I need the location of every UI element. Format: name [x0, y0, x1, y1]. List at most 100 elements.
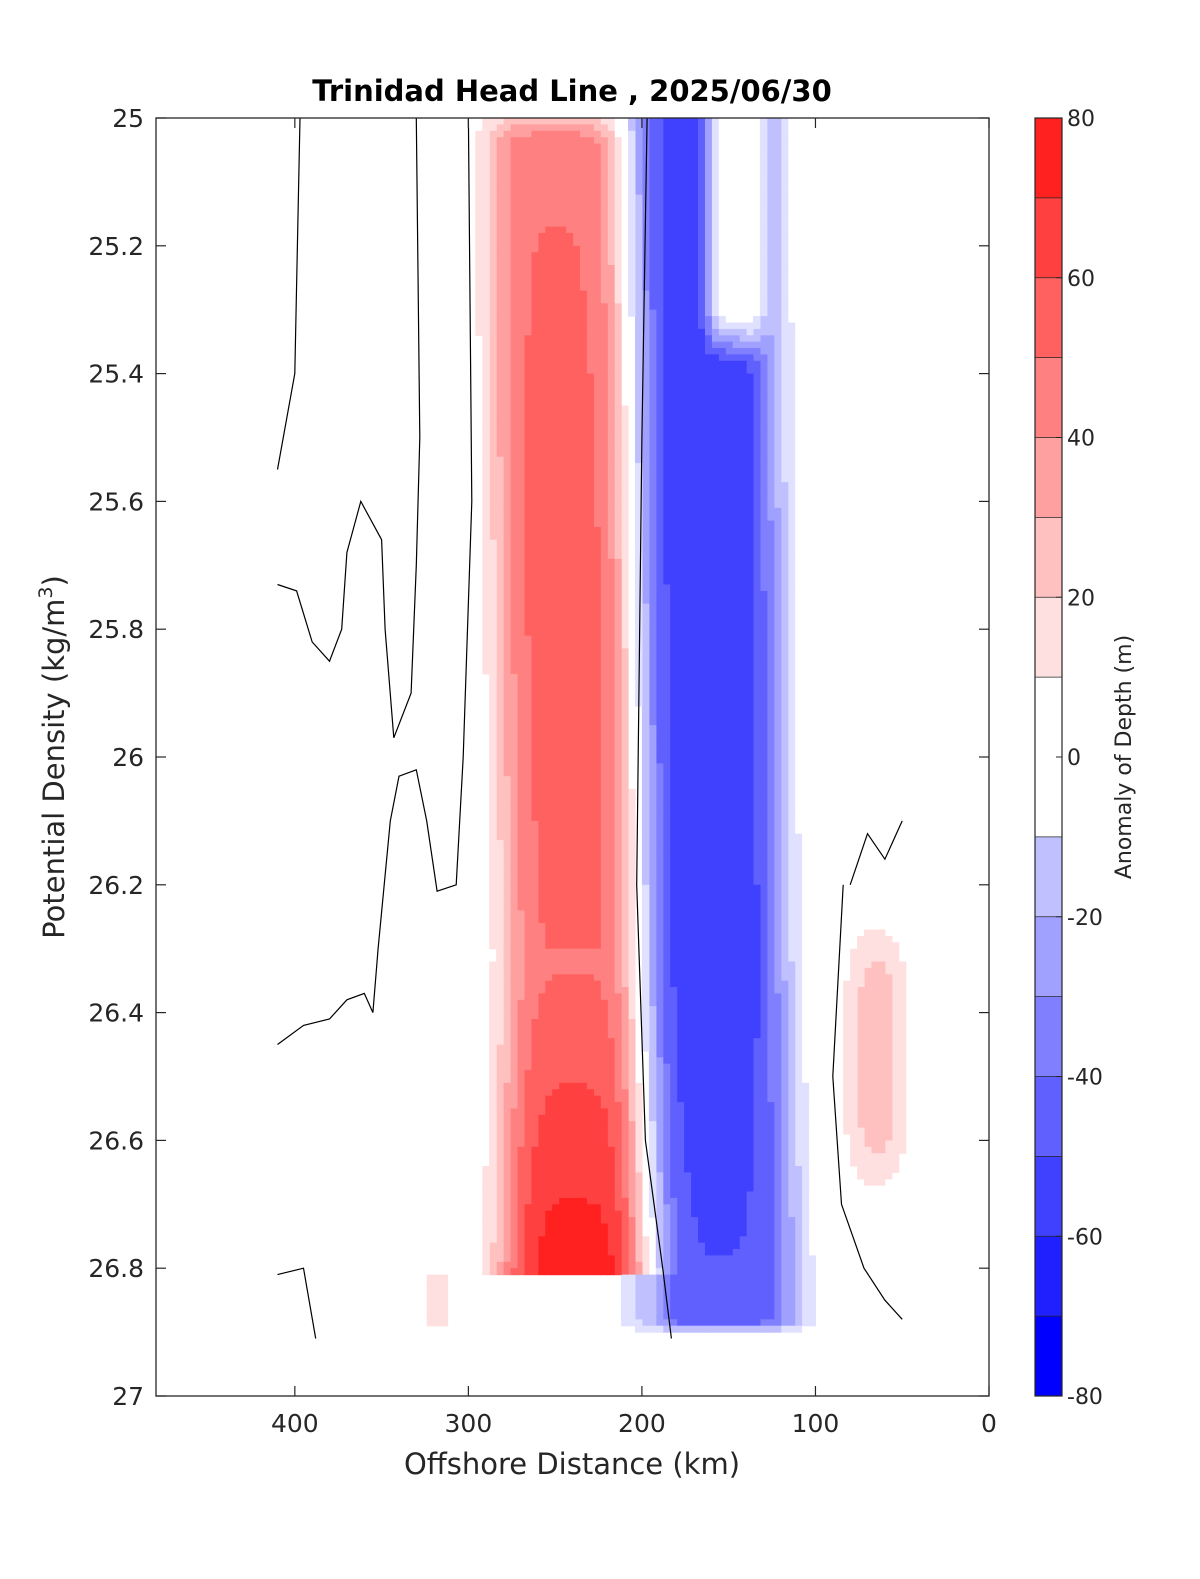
contour-cell	[753, 929, 761, 937]
contour-cell	[628, 239, 636, 247]
contour-cell	[690, 546, 698, 554]
contour-cell	[697, 418, 705, 426]
contour-cell	[690, 1236, 698, 1244]
contour-cell	[683, 974, 692, 982]
contour-cell	[739, 699, 747, 707]
contour-cell	[676, 1197, 685, 1205]
contour-cell	[739, 980, 747, 988]
contour-cell	[773, 207, 782, 215]
contour-cell	[704, 514, 712, 522]
contour-cell	[641, 910, 650, 918]
contour-cell	[655, 1114, 664, 1122]
contour-cell	[718, 1025, 726, 1033]
contour-cell	[732, 1146, 740, 1154]
contour-cell	[683, 993, 692, 1001]
contour-cell	[753, 1249, 761, 1256]
contour-cell	[621, 1070, 629, 1078]
contour-cell	[780, 852, 789, 860]
contour-cell	[628, 814, 636, 822]
contour-cell	[628, 884, 636, 892]
contour-cell	[787, 431, 796, 439]
contour-cell	[621, 827, 629, 835]
contour-cell	[766, 501, 775, 509]
contour-cell	[864, 974, 872, 982]
contour-cell	[773, 360, 782, 368]
contour-cell	[718, 935, 726, 943]
contour-cell	[704, 1178, 712, 1186]
contour-cell	[655, 354, 664, 362]
contour-cell	[746, 859, 754, 867]
contour-cell	[787, 565, 796, 573]
contour-cell	[676, 1210, 685, 1218]
contour-cell	[759, 265, 768, 272]
contour-cell	[614, 808, 622, 816]
contour-cell	[857, 1095, 865, 1103]
contour-cell	[725, 539, 733, 547]
contour-cell	[704, 1127, 712, 1135]
contour-cell	[648, 1306, 657, 1314]
contour-cell	[676, 852, 685, 860]
contour-cell	[759, 769, 768, 777]
contour-cell	[780, 904, 789, 911]
contour-cell	[787, 654, 796, 662]
contour-cell	[621, 852, 629, 860]
contour-cell	[739, 776, 747, 784]
contour-cell	[669, 935, 678, 943]
contour-cell	[711, 725, 719, 733]
contour-cell	[753, 1025, 761, 1033]
contour-cell	[641, 1261, 650, 1269]
contour-cell	[787, 904, 796, 911]
contour-cell	[683, 431, 692, 439]
contour-cell	[780, 488, 789, 496]
contour-cell	[891, 1102, 900, 1110]
contour-cell	[621, 744, 629, 752]
contour-cell	[780, 150, 789, 157]
contour-cell	[766, 239, 775, 247]
contour-cell	[655, 130, 664, 138]
contour-cell	[746, 1114, 754, 1122]
contour-cell	[607, 475, 615, 483]
contour-cell	[718, 699, 726, 707]
contour-cell	[898, 961, 907, 969]
contour-cell	[766, 769, 775, 777]
contour-cell	[711, 296, 719, 304]
contour-cell	[843, 1050, 851, 1058]
contour-cell	[690, 820, 698, 828]
contour-cell	[662, 961, 671, 969]
contour-cell	[697, 118, 705, 125]
contour-cell	[704, 673, 712, 681]
contour-cell	[780, 820, 789, 828]
contour-cell	[864, 993, 872, 1001]
contour-cell	[676, 1293, 685, 1301]
contour-cell	[759, 188, 768, 196]
contour-cell	[655, 533, 664, 541]
contour-cell	[766, 935, 775, 943]
contour-cell	[704, 961, 712, 969]
contour-cell	[635, 610, 643, 617]
contour-cell	[718, 578, 726, 586]
contour-cell	[711, 527, 719, 534]
contour-cell	[746, 897, 754, 905]
contour-cell	[794, 1191, 803, 1199]
contour-cell	[891, 1108, 900, 1116]
contour-cell	[704, 904, 712, 911]
contour-cell	[655, 999, 664, 1007]
contour-cell	[753, 801, 761, 809]
contour-cell	[759, 686, 768, 694]
contour-cell	[725, 827, 733, 835]
contour-cell	[704, 124, 712, 132]
contour-cell	[614, 814, 622, 822]
contour-cell	[857, 1082, 865, 1090]
contour-cell	[669, 1019, 678, 1026]
contour-cell	[753, 1019, 761, 1026]
contour-cell	[732, 757, 740, 764]
contour-cell	[780, 1159, 789, 1167]
contour-cell	[683, 859, 692, 867]
contour-cell	[780, 1057, 789, 1065]
contour-cell	[676, 143, 685, 151]
contour-cell	[676, 411, 685, 419]
contour-cell	[864, 999, 872, 1007]
contour-cell	[697, 731, 705, 739]
contour-cell	[739, 1281, 747, 1288]
contour-cell	[725, 629, 733, 637]
